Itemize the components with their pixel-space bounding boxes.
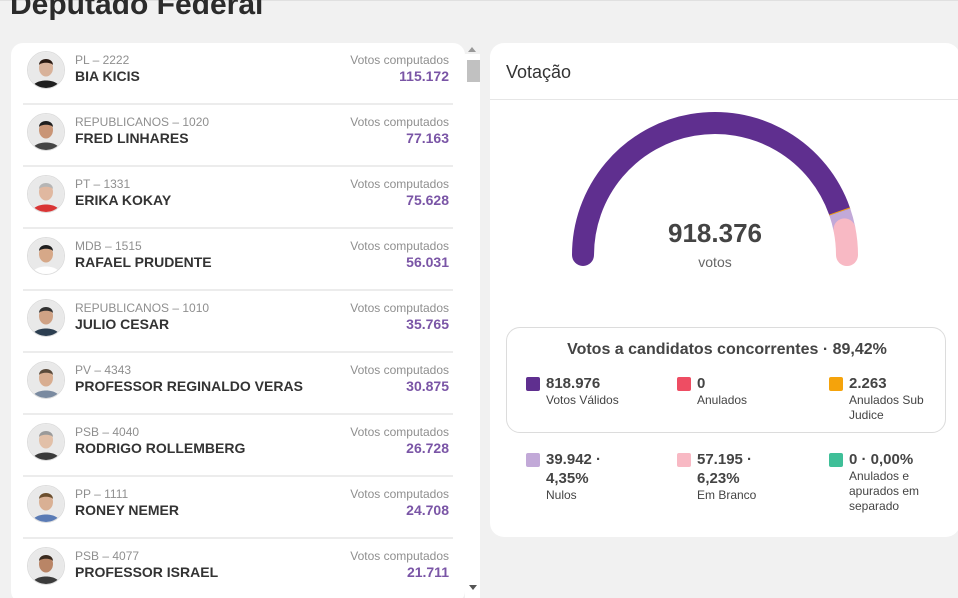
- candidate-avatar-icon: [27, 361, 65, 399]
- candidate-party: MDB – 1515: [75, 239, 142, 253]
- candidate-votes-summary: Votos a candidatos concorrentes · 89,42%: [506, 327, 946, 433]
- candidate-party: REPUBLICANOS – 1020: [75, 115, 210, 129]
- summary-title: Votos a candidatos concorrentes · 89,42%: [567, 341, 887, 358]
- candidate-row[interactable]: PP – 1111 RONEY NEMER Votos computados 24.7…: [23, 477, 453, 539]
- stat-value: 818.976: [546, 375, 601, 392]
- votes-label: Votos computados: [350, 425, 449, 439]
- stat-label: Nulos: [546, 488, 577, 502]
- stat-value: 39.942 · 4,35%: [546, 451, 602, 487]
- candidate-party: PSB – 4040: [75, 425, 140, 439]
- stat-label: Anulados e apurados em separado: [849, 469, 920, 513]
- candidate-party: PP – 1111: [75, 487, 129, 501]
- candidate-row[interactable]: PT – 1331 ERIKA KOKAY Votos computados 75.6…: [23, 167, 453, 229]
- candidate-votes: 75.628: [406, 192, 449, 208]
- candidate-row[interactable]: PSB – 4077 PROFESSOR ISRAEL Votos computad…: [23, 539, 453, 598]
- voting-card: Votação 918.376 votos Votos a candidatos…: [490, 43, 958, 537]
- candidate-name: BIA KICIS: [75, 68, 140, 84]
- total-votes: 918.376: [668, 218, 762, 248]
- candidate-votes: 77.163: [406, 130, 449, 146]
- candidate-votes: 26.728: [406, 440, 449, 456]
- candidate-avatar-icon: [27, 175, 65, 213]
- gauge-segment-branco: [833, 218, 859, 267]
- voting-title: Votação: [506, 62, 572, 82]
- votes-gauge: [572, 112, 859, 267]
- candidate-votes: 30.875: [406, 378, 449, 394]
- gauge-segment-validos: [572, 112, 851, 266]
- candidate-votes: 115.172: [399, 68, 449, 84]
- candidate-row[interactable]: REPUBLICANOS – 1020 FRED LINHARES Votos co…: [23, 105, 453, 167]
- candidate-name: RODRIGO ROLLEMBERG: [75, 440, 246, 456]
- votes-label: Votos computados: [350, 549, 449, 563]
- candidate-row[interactable]: REPUBLICANOS – 1010 JULIO CESAR Votos comp…: [23, 291, 453, 353]
- candidate-row[interactable]: PV – 4343 PROFESSOR REGINALDO VERAS Votos …: [23, 353, 453, 415]
- candidate-party: PT – 1331: [75, 177, 131, 191]
- votes-label: Votos computados: [350, 487, 449, 501]
- scrollbar-thumb[interactable]: [467, 60, 480, 82]
- votes-label: Votos computados: [350, 239, 449, 253]
- candidate-votes: 24.708: [406, 502, 449, 518]
- candidate-name: PROFESSOR ISRAEL: [75, 564, 219, 580]
- stat-value: 57.195 · 6,23%: [697, 451, 753, 487]
- scroll-down-arrow-icon[interactable]: [469, 585, 477, 590]
- votes-label: Votos computados: [350, 177, 449, 191]
- legend-swatch-validos: [526, 377, 540, 391]
- candidate-name: RONEY NEMER: [75, 502, 179, 518]
- candidate-name: PROFESSOR REGINALDO VERAS: [75, 378, 303, 394]
- candidate-name: JULIO CESAR: [75, 316, 170, 332]
- candidate-name: RAFAEL PRUDENTE: [75, 254, 212, 270]
- top-border: [0, 0, 958, 1]
- candidate-name: FRED LINHARES: [75, 130, 189, 146]
- candidate-avatar-icon: [27, 423, 65, 461]
- candidate-party: PSB – 4077: [75, 549, 140, 563]
- candidate-avatar-icon: [27, 299, 65, 337]
- legend-swatch-separado: [829, 453, 843, 467]
- legend-swatch-anulados: [677, 377, 691, 391]
- scrollbar[interactable]: [465, 54, 480, 598]
- candidate-list[interactable]: PL – 2222 BIA KICIS Votos computados 115.17…: [11, 43, 465, 598]
- candidate-list-scroll[interactable]: PL – 2222 BIA KICIS Votos computados 115.17…: [11, 43, 465, 598]
- candidate-votes: 21.711: [406, 564, 449, 580]
- candidate-row[interactable]: MDB – 1515 RAFAEL PRUDENTE Votos computado…: [23, 229, 453, 291]
- votes-label: Votos computados: [350, 115, 449, 129]
- candidate-avatar-icon: [27, 51, 65, 89]
- scroll-up-arrow-icon[interactable]: [468, 47, 476, 52]
- stat-label: Em Branco: [697, 488, 757, 502]
- candidate-votes: 35.765: [406, 316, 449, 332]
- candidate-avatar-icon: [27, 237, 65, 275]
- candidate-party: PL – 2222: [75, 53, 130, 67]
- stat-value: 2.263: [849, 375, 887, 392]
- candidate-avatar-icon: [27, 113, 65, 151]
- legend-swatch-sub-judice: [829, 377, 843, 391]
- candidate-party: REPUBLICANOS – 1010: [75, 301, 210, 315]
- page-title: Deputado Federal: [10, 0, 264, 21]
- votes-label: Votos computados: [350, 53, 449, 67]
- stat-label: Anulados Sub Judice: [849, 393, 924, 422]
- stat-value: 0 · 0,00%: [849, 451, 914, 468]
- votes-label: Votos computados: [350, 363, 449, 377]
- candidate-avatar-icon: [27, 547, 65, 585]
- stat-label: Anulados: [697, 393, 748, 407]
- stat-label: Votos Válidos: [546, 393, 619, 407]
- candidate-row[interactable]: PL – 2222 BIA KICIS Votos computados 115.17…: [23, 43, 453, 105]
- candidate-votes: 56.031: [406, 254, 449, 270]
- legend-swatch-branco: [677, 453, 691, 467]
- stat-value: 0: [697, 375, 706, 392]
- candidate-avatar-icon: [27, 485, 65, 523]
- candidate-name: ERIKA KOKAY: [75, 192, 172, 208]
- total-votes-unit: votos: [698, 254, 732, 270]
- divider: [490, 99, 958, 100]
- candidate-row[interactable]: PSB – 4040 RODRIGO ROLLEMBERG Votos comput…: [23, 415, 453, 477]
- legend-swatch-nulos: [526, 453, 540, 467]
- candidate-party: PV – 4343: [75, 363, 132, 377]
- votes-label: Votos computados: [350, 301, 449, 315]
